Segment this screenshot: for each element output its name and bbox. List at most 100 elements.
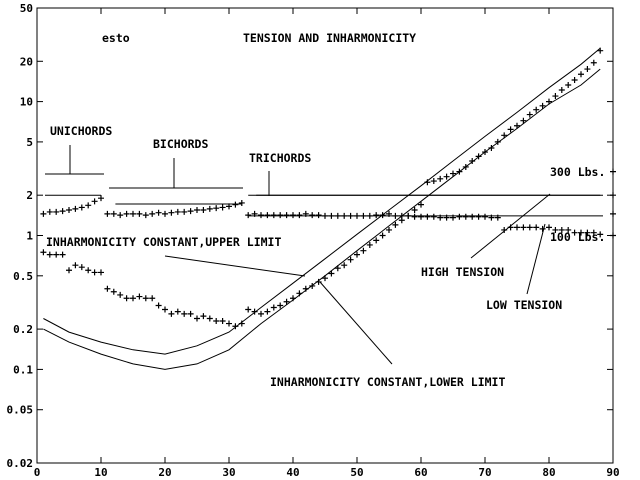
data-point	[315, 212, 322, 219]
data-point	[46, 208, 53, 215]
data-point	[347, 212, 354, 219]
data-point	[226, 203, 232, 210]
data-point	[488, 145, 495, 152]
data-point	[328, 212, 335, 219]
data-point	[296, 290, 303, 297]
x-tick-label: 50	[350, 466, 363, 479]
data-point	[520, 117, 527, 124]
data-point	[213, 205, 220, 212]
lbs100-label: 100 Lbs.	[550, 230, 605, 244]
unichords-label: UNICHORDS	[50, 124, 112, 138]
data-point	[392, 212, 399, 219]
y-tick-label: 0.2	[13, 323, 33, 336]
data-point	[238, 320, 245, 327]
data-point	[494, 214, 501, 221]
edge-point	[610, 210, 616, 217]
data-point	[514, 122, 520, 129]
data-point	[482, 213, 488, 220]
data-point	[232, 201, 239, 208]
data-point	[590, 59, 597, 66]
data-point	[482, 149, 488, 156]
data-point	[117, 291, 124, 298]
data-point	[72, 205, 79, 212]
data-point	[162, 210, 168, 217]
data-point	[430, 213, 437, 220]
x-tick-label: 80	[542, 466, 555, 479]
inh-upper-label: INHARMONICITY CONSTANT,UPPER LIMIT	[46, 235, 281, 249]
data-point	[302, 210, 309, 217]
data-point	[40, 210, 47, 217]
data-point	[136, 210, 143, 217]
data-point	[302, 285, 309, 292]
reference-lines	[45, 145, 603, 217]
data-point	[187, 310, 194, 317]
data-point	[142, 212, 149, 219]
data-point	[53, 251, 60, 258]
data-point	[290, 295, 296, 302]
data-point	[238, 199, 245, 206]
data-point	[386, 210, 392, 217]
data-point	[264, 212, 271, 219]
data-point	[264, 308, 271, 315]
inh-lower-label: INHARMONICITY CONSTANT,LOWER LIMIT	[270, 375, 505, 389]
bichords-label: BICHORDS	[153, 137, 208, 151]
data-point	[334, 265, 341, 272]
data-point	[341, 262, 348, 269]
edge-point	[610, 192, 616, 199]
data-point	[309, 212, 316, 219]
data-point	[392, 221, 399, 228]
data-point	[315, 278, 322, 285]
data-point	[360, 247, 367, 254]
data-point	[130, 210, 136, 217]
chart-id-label: esto	[102, 31, 130, 45]
x-tick-label: 0	[34, 466, 41, 479]
data-point	[469, 213, 476, 220]
data-point	[174, 208, 181, 215]
data-point	[187, 208, 194, 215]
data-point	[155, 209, 162, 216]
data-point	[245, 212, 252, 219]
data-point	[46, 251, 53, 258]
data-point	[398, 217, 405, 224]
data-point	[104, 285, 111, 292]
data-point	[341, 212, 348, 219]
data-point	[430, 178, 437, 185]
x-tick-label: 90	[606, 466, 619, 479]
data-point	[168, 209, 175, 216]
data-point	[277, 302, 284, 309]
data-point	[565, 226, 572, 233]
chart-title: TENSION AND INHARMONICITY	[243, 31, 416, 45]
data-point	[546, 98, 552, 105]
data-point	[539, 225, 546, 232]
data-point	[386, 226, 392, 233]
data-point	[91, 198, 98, 205]
data-point	[494, 138, 501, 145]
data-point	[418, 201, 424, 208]
data-point	[334, 212, 341, 219]
data-point	[149, 210, 156, 217]
data-point	[98, 195, 104, 202]
data-point	[443, 214, 450, 221]
data-point	[142, 295, 149, 302]
data-point	[322, 275, 328, 282]
data-point	[462, 213, 469, 220]
limit-curves	[43, 47, 601, 370]
x-tick-label: 60	[414, 466, 427, 479]
data-point	[290, 212, 296, 219]
data-point	[226, 320, 232, 327]
x-tick-label: 20	[158, 466, 171, 479]
data-point	[584, 229, 591, 236]
data-point	[251, 210, 258, 217]
y-tick-label: 50	[20, 2, 33, 15]
data-point	[514, 224, 520, 231]
data-point	[277, 212, 284, 219]
data-point	[507, 126, 514, 133]
data-point	[347, 256, 354, 263]
data-point	[283, 212, 290, 219]
data-point	[475, 213, 482, 220]
data-point	[571, 76, 578, 83]
y-tick-label: 10	[20, 96, 33, 109]
y-tick-labels: 0.02 0.05 0.1 0.2 0.5 1 2 5 10 20 50	[7, 2, 34, 470]
data-point	[40, 249, 47, 256]
